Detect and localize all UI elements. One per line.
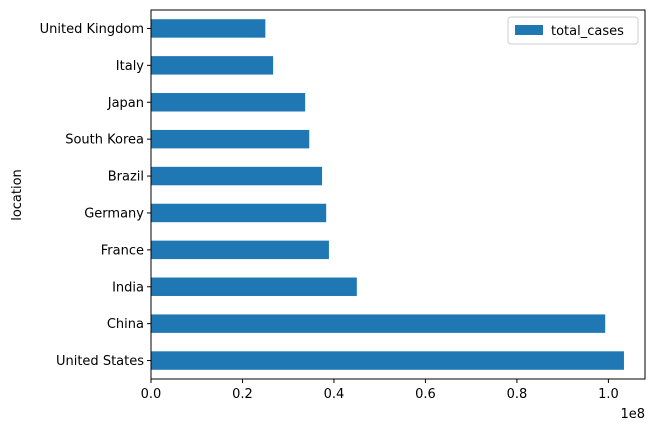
y-tick-label: France	[101, 243, 144, 258]
legend-swatch	[515, 25, 543, 35]
bars-group	[151, 19, 624, 370]
bar-south-korea	[151, 129, 310, 149]
x-tick-label: 0.2	[232, 387, 253, 402]
x-tick-label: 1.0	[598, 387, 619, 402]
bar-india	[151, 277, 357, 296]
bar-italy	[151, 56, 274, 75]
y-tick-label: Italy	[116, 59, 145, 74]
bar-japan	[151, 93, 306, 112]
x-axis-ticks: 0.0 0.2 0.4 0.6 0.8 1.0	[141, 379, 619, 402]
x-tick-label: 0.6	[415, 387, 436, 402]
y-tick-label: Brazil	[108, 170, 144, 185]
y-axis-label: location	[10, 169, 25, 221]
y-tick-label: Japan	[107, 96, 144, 111]
bar-united-kingdom	[151, 19, 266, 38]
bar-france	[151, 240, 329, 260]
x-tick-label: 0.4	[324, 387, 345, 402]
legend-label: total_cases	[551, 24, 624, 39]
legend: total_cases	[507, 16, 639, 45]
y-tick-label: India	[112, 280, 144, 295]
x-axis-offset-label: 1e8	[620, 407, 645, 422]
bar-germany	[151, 203, 327, 223]
legend-box	[507, 16, 639, 45]
x-tick-label: 0.8	[507, 387, 528, 402]
y-tick-label: Germany	[84, 206, 144, 221]
plot-frame	[150, 9, 646, 380]
x-tick-label: 0.0	[141, 387, 162, 402]
y-tick-label: United Kingdom	[40, 22, 144, 37]
y-tick-label: China	[107, 317, 144, 332]
bar-united-states	[151, 351, 624, 370]
bar-china	[151, 314, 606, 333]
y-tick-label: South Korea	[65, 133, 144, 148]
y-tick-label: United States	[56, 354, 144, 369]
y-axis-ticks: United States China India France Germany Braz…	[40, 22, 151, 369]
bar-brazil	[151, 166, 323, 186]
